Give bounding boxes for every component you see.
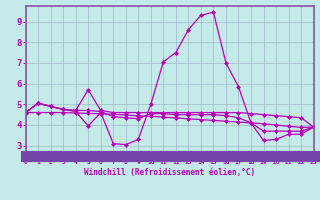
- X-axis label: Windchill (Refroidissement éolien,°C): Windchill (Refroidissement éolien,°C): [84, 168, 255, 177]
